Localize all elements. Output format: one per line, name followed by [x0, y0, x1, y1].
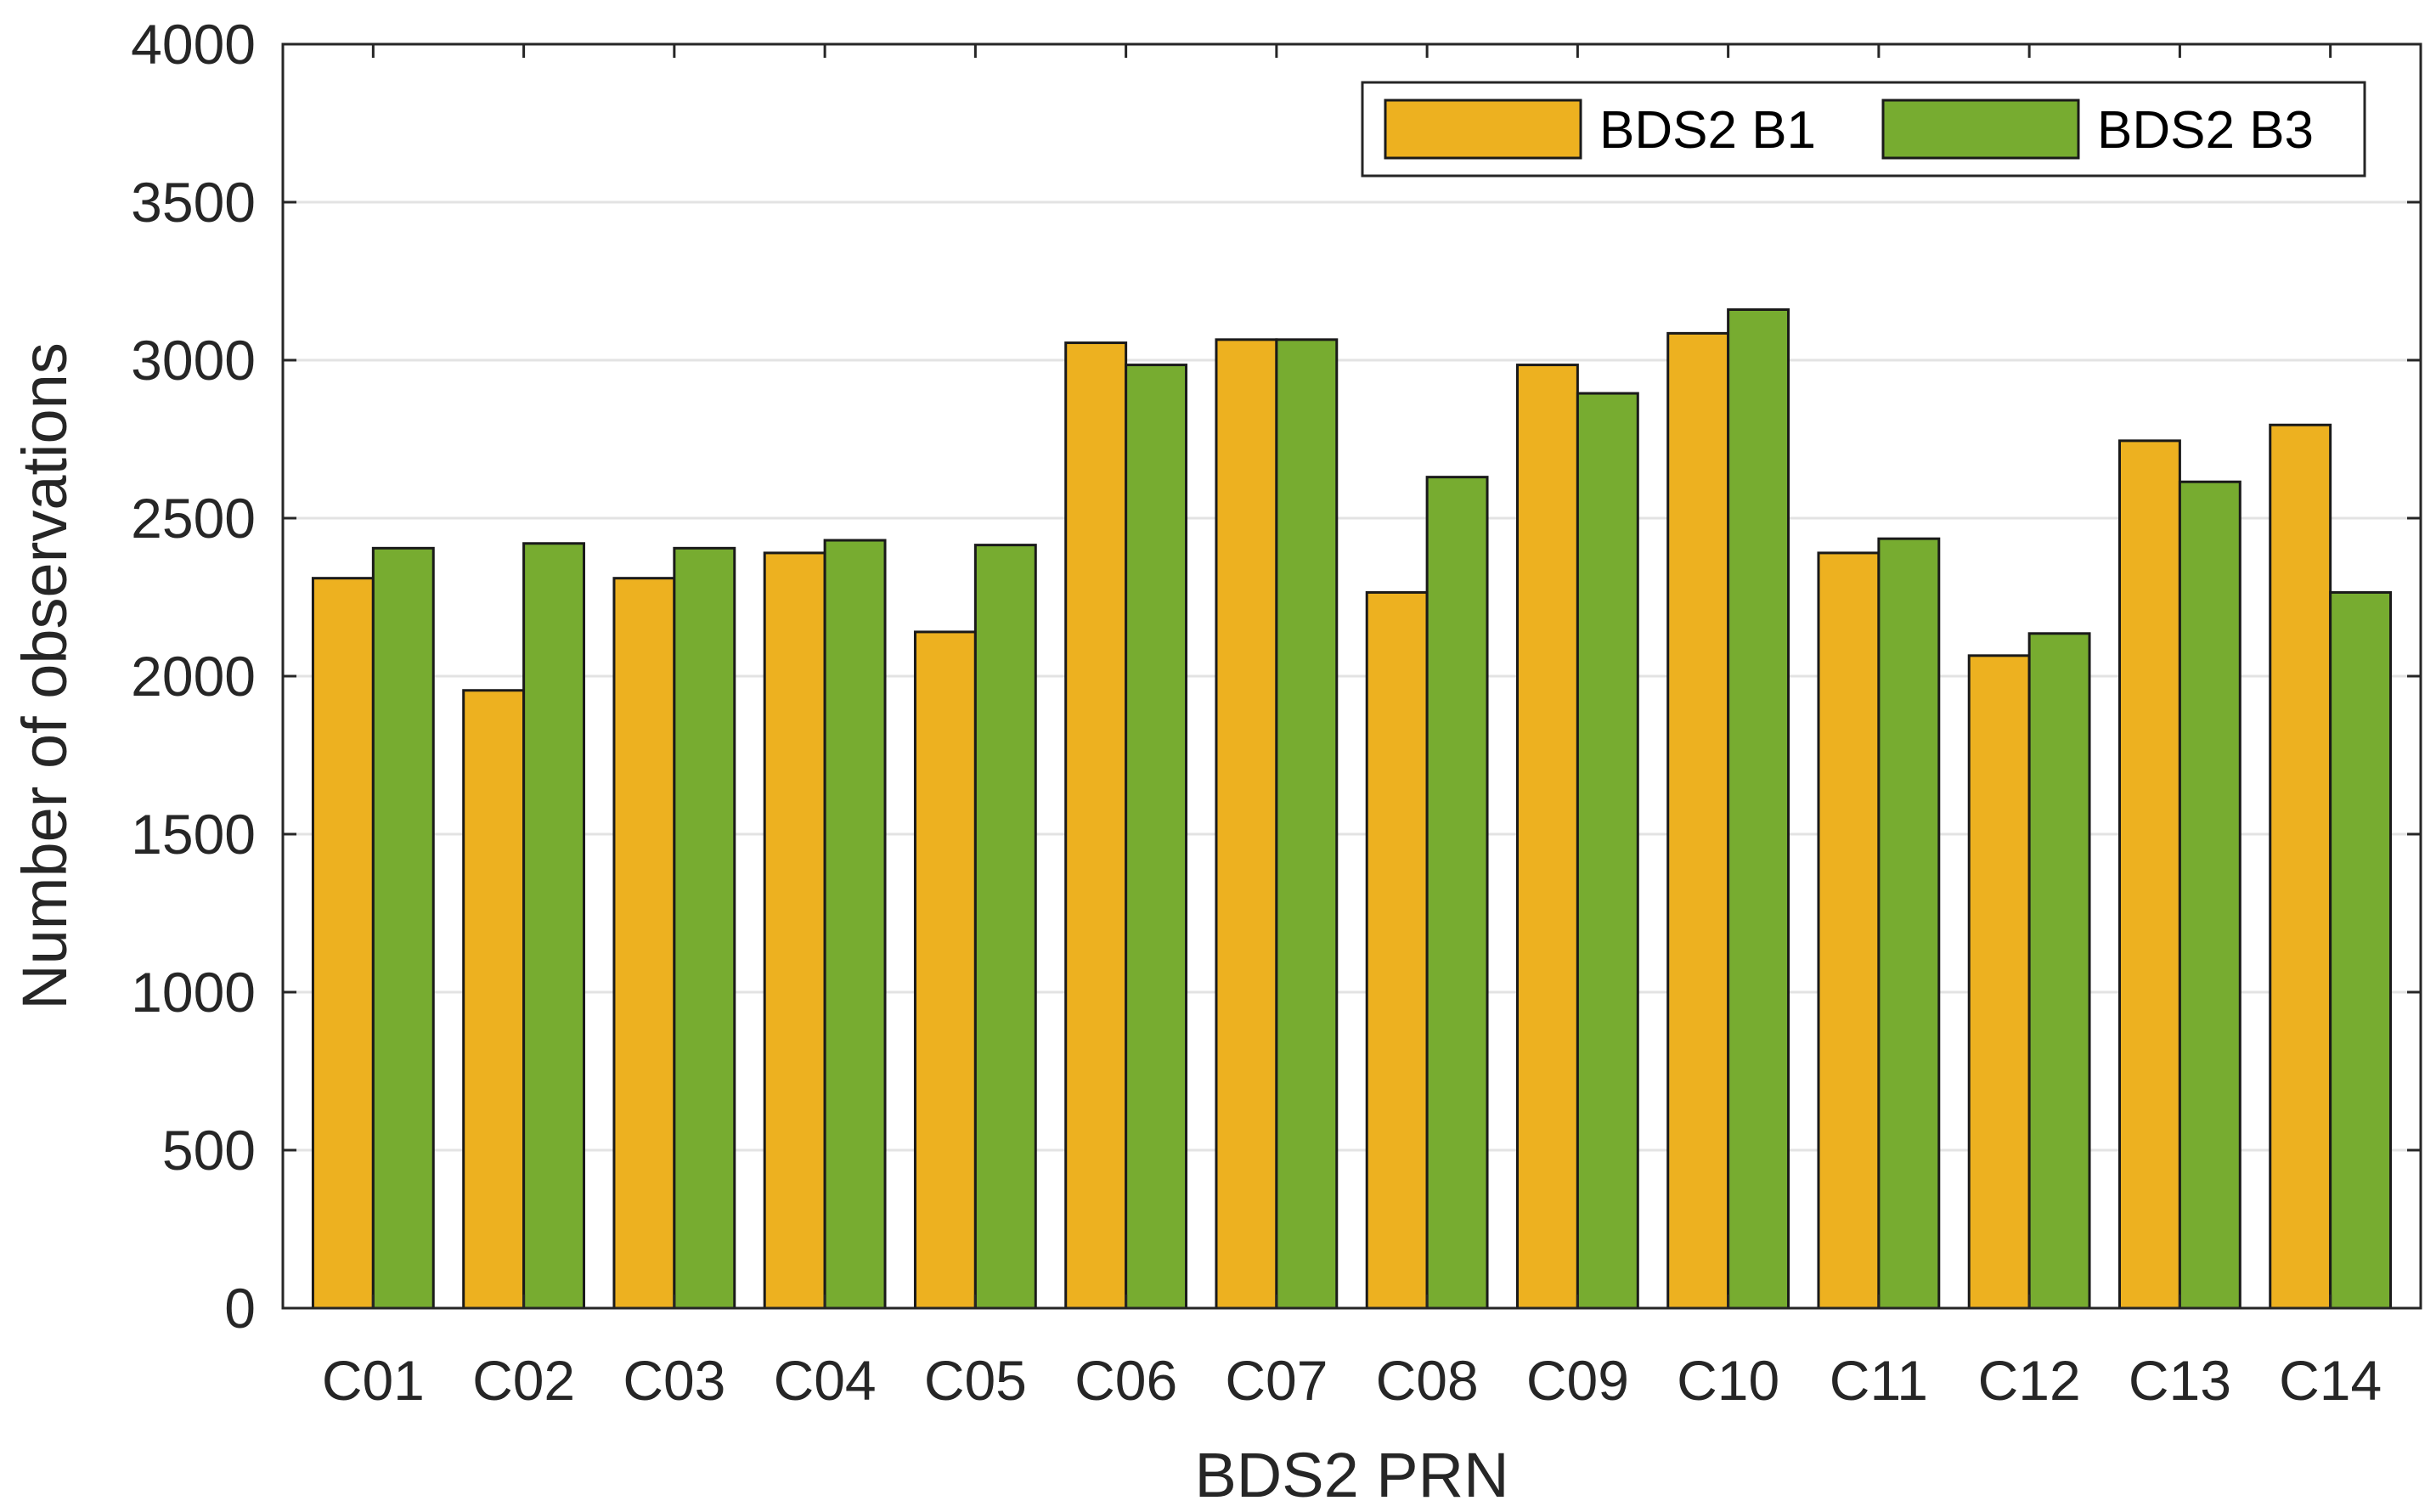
- legend-swatch-bds2-b3: [1881, 99, 2080, 160]
- bar-bds2-b3-c02: [522, 542, 586, 1310]
- y-tick-label: 1500: [131, 803, 256, 866]
- tick-labels: 0 500 1000 1500 2000 2500 3000 3500 4000 C01 C02 C0…: [131, 13, 2382, 1412]
- bar-bds2-b1-c01: [311, 577, 375, 1310]
- bar-bds2-b1-c12: [1967, 654, 2031, 1310]
- x-tick-label: C03: [623, 1349, 725, 1412]
- legend-label: BDS2 B1: [1599, 101, 1816, 160]
- x-tick-label: C02: [472, 1349, 575, 1412]
- y-tick-label: 3500: [131, 171, 256, 234]
- x-tick-label: C13: [2129, 1349, 2231, 1412]
- bar-bds2-b1-c02: [462, 689, 526, 1310]
- y-tick-label: 4000: [131, 13, 256, 76]
- bar-bds2-b3-c03: [673, 546, 736, 1310]
- bar-bds2-b3-c10: [1727, 307, 1790, 1310]
- x-tick-label: C01: [322, 1349, 425, 1412]
- bar-bds2-b1-c13: [2117, 439, 2181, 1310]
- bar-bds2-b3-c11: [1877, 537, 1941, 1310]
- bar-bds2-b1-c07: [1215, 338, 1278, 1310]
- bar-bds2-b1-c05: [913, 630, 977, 1310]
- y-tick-label: 500: [162, 1119, 256, 1182]
- bar-bds2-b1-c04: [763, 551, 826, 1310]
- x-tick-label: C08: [1376, 1349, 1479, 1412]
- y-tick-label: 3000: [131, 329, 256, 392]
- legend-box: [1361, 81, 2366, 178]
- bar-bds2-b3-c07: [1275, 338, 1339, 1310]
- bar-bds2-b1-c09: [1515, 364, 1579, 1310]
- legend-label: BDS2 B3: [2097, 101, 2314, 160]
- axis-ticks: [283, 42, 2421, 1310]
- legend-swatch-bds2-b1: [1384, 99, 1582, 160]
- x-tick-label: C10: [1677, 1349, 1779, 1412]
- bar-bds2-b1-c08: [1365, 590, 1429, 1310]
- bar-bds2-b3-c12: [2027, 632, 2091, 1310]
- bar-bds2-b3-c04: [823, 539, 887, 1310]
- x-tick-label: C05: [924, 1349, 1027, 1412]
- bar-bds2-b3-c05: [973, 544, 1037, 1310]
- y-axis-title: Number of observations: [9, 342, 80, 1010]
- bar-bds2-b1-c06: [1064, 341, 1128, 1310]
- x-tick-label: C04: [774, 1349, 877, 1412]
- bar-bds2-b3-c14: [2329, 590, 2393, 1310]
- bar-series: [311, 307, 2393, 1310]
- x-axis-title: BDS2 PRN: [1194, 1440, 1508, 1510]
- y-tick-label: 0: [224, 1277, 256, 1340]
- bar-bds2-b1-c14: [2269, 423, 2332, 1310]
- bar-bds2-b1-c11: [1817, 551, 1881, 1310]
- bar-bds2-b3-c13: [2178, 480, 2241, 1310]
- x-tick-label: C06: [1074, 1349, 1177, 1412]
- bar-bds2-b3-c09: [1576, 392, 1639, 1310]
- x-tick-label: C12: [1978, 1349, 2081, 1412]
- x-tick-label: C14: [2279, 1349, 2382, 1412]
- bar-bds2-b3-c01: [371, 546, 435, 1310]
- x-tick-label: C07: [1225, 1349, 1328, 1412]
- bar-bds2-b3-c08: [1425, 476, 1489, 1310]
- bar-bds2-b3-c06: [1125, 364, 1188, 1310]
- bar-bds2-b1-c03: [612, 577, 676, 1310]
- y-tick-label: 2500: [131, 487, 256, 550]
- y-tick-label: 1000: [131, 961, 256, 1024]
- legend: BDS2 B1 BDS2 B3: [1361, 81, 2366, 178]
- bar-bds2-b1-c10: [1666, 331, 1730, 1310]
- x-tick-label: C09: [1526, 1349, 1629, 1412]
- x-tick-label: C11: [1830, 1349, 1928, 1412]
- y-tick-label: 2000: [131, 645, 256, 708]
